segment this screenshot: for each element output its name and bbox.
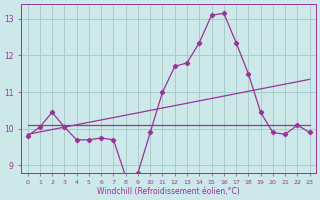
X-axis label: Windchill (Refroidissement éolien,°C): Windchill (Refroidissement éolien,°C) bbox=[97, 187, 240, 196]
